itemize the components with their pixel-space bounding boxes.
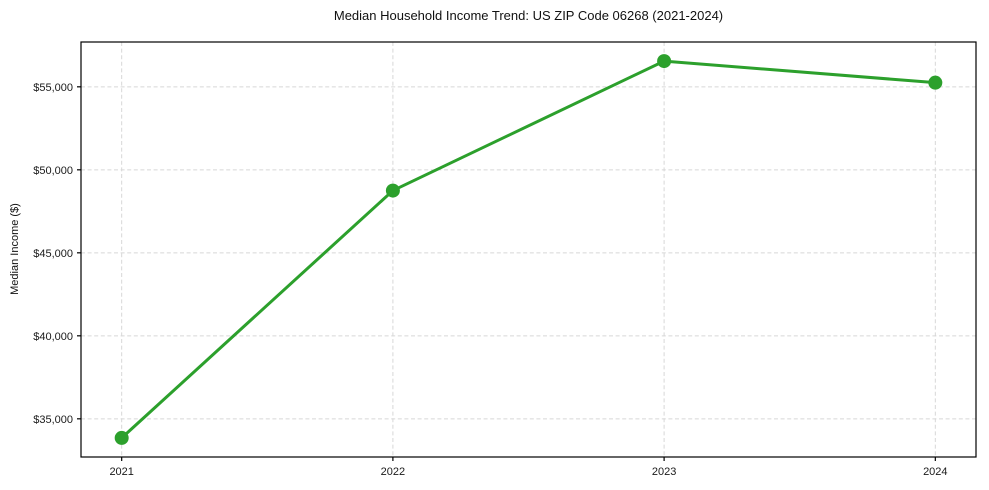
plot-border	[80, 41, 977, 458]
data-point	[385, 183, 400, 198]
chart-title: Median Household Income Trend: US ZIP Co…	[333, 8, 724, 23]
data-point	[114, 430, 129, 445]
x-tick-label: 2023	[652, 466, 676, 478]
y-tick-label: $40,000	[33, 331, 73, 343]
y-tick-label: $50,000	[33, 165, 73, 177]
trend-line	[120, 59, 937, 440]
data-point	[657, 54, 672, 69]
x-tick-label: 2022	[381, 466, 405, 478]
y-tick-label: $45,000	[33, 248, 73, 260]
x-tick-label: 2024	[923, 466, 947, 478]
data-point	[928, 75, 943, 90]
y-tick-label: $55,000	[33, 82, 73, 94]
y-tick-label: $35,000	[33, 414, 73, 426]
x-tick-label: 2021	[109, 466, 133, 478]
